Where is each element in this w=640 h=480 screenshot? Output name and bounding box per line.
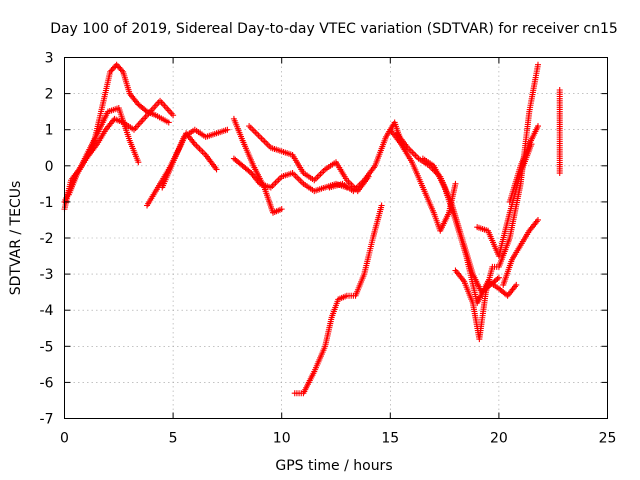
data-point	[495, 274, 502, 281]
y-tick-label: -1	[40, 195, 54, 211]
x-tick-label: 20	[490, 431, 508, 447]
y-tick-label: 3	[45, 51, 54, 67]
series-track-5	[159, 126, 231, 191]
data-point	[494, 275, 501, 282]
data-point	[114, 63, 121, 70]
series-track-16	[500, 216, 541, 288]
y-tick-label: -2	[40, 231, 54, 247]
y-tick-label: -6	[40, 375, 54, 391]
x-tick-label: 0	[60, 431, 69, 447]
y-tick-label: 0	[45, 159, 54, 175]
data-point	[165, 119, 172, 126]
data-point	[452, 180, 459, 187]
data-point	[278, 206, 285, 213]
y-axis-label: SDTVAR / TECUs	[8, 181, 24, 296]
y-tick-label: 2	[45, 87, 54, 103]
data-point	[109, 66, 116, 73]
data-point	[108, 67, 115, 74]
x-tick-label: 10	[273, 431, 291, 447]
series-track-17	[506, 123, 541, 205]
data-point	[118, 67, 125, 74]
series-track-7	[230, 115, 285, 216]
series-track-3	[65, 105, 142, 198]
data-point	[142, 107, 149, 114]
series-track-13	[419, 155, 520, 306]
data-point	[135, 159, 142, 166]
data-point	[116, 64, 123, 71]
axis-ticks	[64, 57, 608, 419]
x-axis-label: GPS time / hours	[275, 458, 392, 474]
y-tick-label: -4	[40, 303, 54, 319]
data-point	[224, 126, 231, 133]
grid	[64, 57, 608, 419]
data-point	[513, 281, 520, 288]
x-tick-labels: 0 5 10 15 20 25	[60, 431, 616, 447]
chart-title: Day 100 of 2019, Sidereal Day-to-day VTE…	[50, 21, 618, 37]
data-point	[111, 64, 118, 71]
series-track-6	[230, 155, 350, 195]
x-tick-label: 5	[169, 431, 178, 447]
data-point	[378, 202, 385, 209]
y-tick-labels: -7 -6 -5 -4 -3 -2 -1 0 1 2 3	[40, 51, 54, 428]
data-point	[534, 123, 541, 130]
y-tick-label: 1	[45, 123, 54, 139]
x-tick-label: 15	[381, 431, 399, 447]
data-point	[534, 216, 541, 223]
series-track-9	[291, 202, 385, 397]
data-point	[117, 66, 124, 73]
data-point	[107, 68, 114, 75]
data-point	[170, 112, 177, 119]
y-tick-label: -5	[40, 339, 54, 355]
x-tick-label: 25	[599, 431, 617, 447]
series-track-11	[387, 126, 459, 234]
y-tick-label: -7	[40, 412, 54, 428]
data-point	[113, 61, 120, 68]
data-point	[246, 168, 253, 175]
data-point	[534, 61, 541, 68]
data-point	[556, 86, 563, 93]
y-tick-label: -3	[40, 267, 54, 283]
data-point	[213, 166, 220, 173]
series-track-18	[556, 86, 563, 177]
data-points	[61, 61, 563, 397]
